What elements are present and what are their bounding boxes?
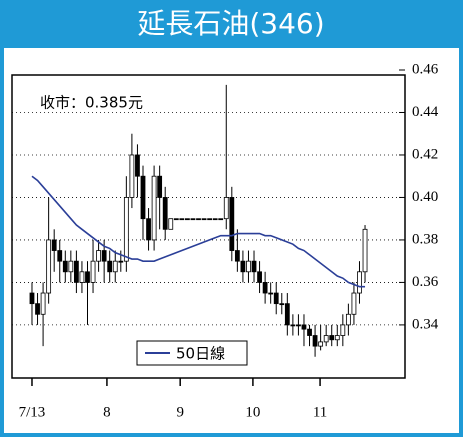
y-tick-label: 0.44 xyxy=(412,104,439,120)
candle-body xyxy=(334,335,340,341)
legend-label: 50日線 xyxy=(176,345,225,363)
candle-body xyxy=(168,218,174,230)
candle-body xyxy=(29,292,35,305)
x-tick-label: 9 xyxy=(176,404,184,420)
y-tick-label: 0.42 xyxy=(412,146,438,162)
candle-body xyxy=(96,250,101,262)
candle-body xyxy=(279,303,285,306)
candle-body xyxy=(73,260,79,283)
candle-body xyxy=(312,335,318,347)
candle-body xyxy=(118,260,124,263)
plot-frame xyxy=(11,74,406,379)
candle-body xyxy=(173,218,179,221)
x-tick-label: 8 xyxy=(103,404,111,420)
candle-body xyxy=(90,260,96,283)
x-tick-label: 10 xyxy=(245,404,260,420)
candle-body xyxy=(79,271,85,283)
candle-body xyxy=(357,271,362,294)
candle-body xyxy=(323,335,329,343)
y-tick-label: 0.34 xyxy=(412,316,439,332)
y-tick-label: 0.40 xyxy=(412,189,438,205)
candle-body xyxy=(229,197,235,251)
candle-body xyxy=(46,239,52,294)
candle-body xyxy=(101,250,107,262)
candle-body xyxy=(340,324,346,336)
candle-body xyxy=(246,260,251,273)
legend: 50日線 xyxy=(136,340,248,366)
candle-body xyxy=(185,218,190,221)
candle-body xyxy=(157,175,163,198)
candle-body xyxy=(273,292,279,305)
candle-body xyxy=(257,271,262,283)
candle-body xyxy=(234,250,240,262)
candle-body xyxy=(35,303,40,315)
candle-body xyxy=(307,328,312,336)
candle-body xyxy=(162,197,168,230)
candle-body xyxy=(201,218,207,221)
candle-body xyxy=(318,341,324,347)
candle-body xyxy=(329,335,335,341)
candle-body xyxy=(135,154,140,177)
candle-body xyxy=(151,175,157,241)
y-tick-label: 0.38 xyxy=(412,231,438,247)
candle-body xyxy=(107,260,113,273)
candle-body xyxy=(251,260,257,273)
chart-title: 延長石油(346) xyxy=(137,7,324,40)
candle-body xyxy=(345,313,351,326)
candle-body xyxy=(362,228,368,273)
candle-body xyxy=(290,324,296,327)
candle-body xyxy=(190,218,196,221)
candle-body xyxy=(212,218,218,221)
y-tick-label: 0.36 xyxy=(412,274,439,290)
candle-body xyxy=(296,324,301,327)
candle-body xyxy=(112,260,118,273)
candle-body xyxy=(240,260,246,273)
candle-body xyxy=(51,239,57,251)
candle-body xyxy=(40,292,46,315)
candle-body xyxy=(140,175,146,220)
candle-body xyxy=(223,197,229,220)
candle-body xyxy=(179,218,185,221)
candle-body xyxy=(268,292,274,295)
x-tick-label: 11 xyxy=(313,404,327,420)
candle-body xyxy=(196,218,201,221)
x-tick-label: 7/13 xyxy=(19,404,46,420)
candle-body xyxy=(85,271,90,283)
candle-body xyxy=(351,292,357,315)
candle-body xyxy=(207,218,213,221)
ma-line xyxy=(31,175,366,288)
candle-body xyxy=(284,303,290,326)
candle-body xyxy=(262,282,268,294)
candle-body xyxy=(129,154,135,198)
candle-body xyxy=(301,324,307,330)
candle-body xyxy=(62,260,68,273)
y-tick-label: 0.46 xyxy=(412,61,439,77)
annotation: 收市：0.385元 xyxy=(40,94,143,112)
candle-body xyxy=(123,197,129,262)
candle-body xyxy=(218,218,224,221)
candle-body xyxy=(146,218,151,241)
candle-body xyxy=(57,250,63,262)
candle-body xyxy=(68,260,74,273)
